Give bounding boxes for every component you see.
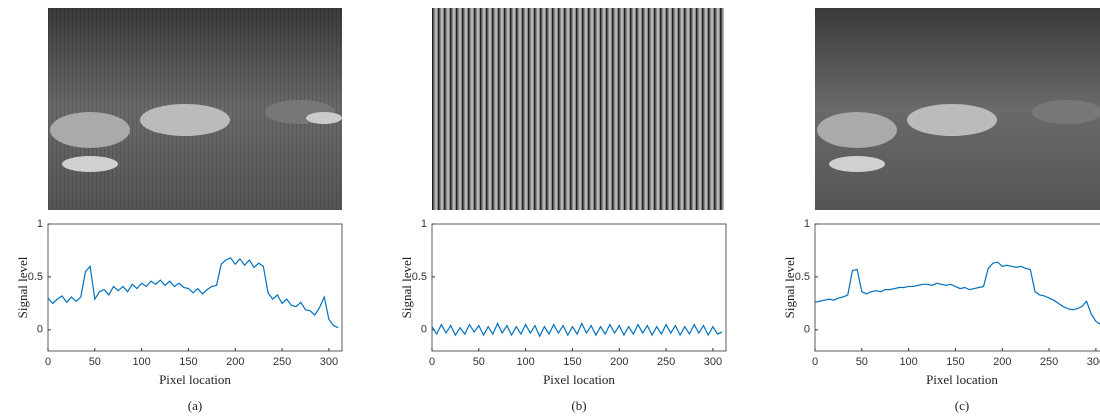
y-axis-label: Signal level [782,256,797,318]
x-tick-label: 250 [1040,356,1058,368]
x-tick-label: 250 [657,356,675,368]
y-tick-label: 0.5 [412,271,427,283]
y-axis-label: Signal level [15,256,30,318]
image-b [432,8,724,210]
x-tick-label: 200 [993,356,1011,368]
image-c [815,8,1100,210]
x-axis-label: Pixel location [543,372,615,387]
plot-area [47,223,343,352]
signal-line [431,322,723,338]
x-tick-label: 150 [946,356,964,368]
y-tick-label: 0.5 [795,271,810,283]
y-tick-label: 0 [37,324,43,336]
signal-line [814,261,1100,325]
y-tick-label: 0.5 [28,271,43,283]
panel-caption: (c) [955,398,969,413]
y-tick-label: 0 [804,324,810,336]
panel: 0 0.5 1 0 50 100 150 200 250 300 Pixel location Sig… [782,218,1100,413]
x-tick-label: 300 [1087,356,1100,368]
x-tick-label: 100 [132,356,150,368]
x-axis-label: Pixel location [159,372,231,387]
x-tick-label: 0 [45,356,51,368]
y-tick-label: 1 [804,218,810,230]
x-tick-label: 0 [429,356,435,368]
x-tick-label: 0 [812,356,818,368]
y-tick-label: 0 [421,324,427,336]
signal-line [47,257,339,329]
y-tick-label: 1 [37,218,43,230]
x-tick-label: 300 [320,356,338,368]
x-axis-label: Pixel location [926,372,998,387]
panel: 0 0.5 1 0 50 100 150 200 250 300 Pixel location Sig… [15,218,343,413]
x-tick-label: 100 [899,356,917,368]
x-tick-label: 150 [563,356,581,368]
x-tick-label: 300 [704,356,722,368]
x-tick-label: 200 [226,356,244,368]
y-tick-label: 1 [421,218,427,230]
x-tick-label: 200 [610,356,628,368]
panel-caption: (b) [571,398,586,413]
panel-caption: (a) [188,398,202,413]
x-tick-label: 50 [856,356,868,368]
x-tick-label: 100 [516,356,534,368]
x-tick-label: 150 [179,356,197,368]
y-axis-label: Signal level [399,256,414,318]
image-a [48,8,342,210]
x-tick-label: 250 [273,356,291,368]
x-tick-label: 50 [89,356,101,368]
panel: 0 0.5 1 0 50 100 150 200 250 300 Pixel location Sig… [399,218,727,413]
x-tick-label: 50 [473,356,485,368]
